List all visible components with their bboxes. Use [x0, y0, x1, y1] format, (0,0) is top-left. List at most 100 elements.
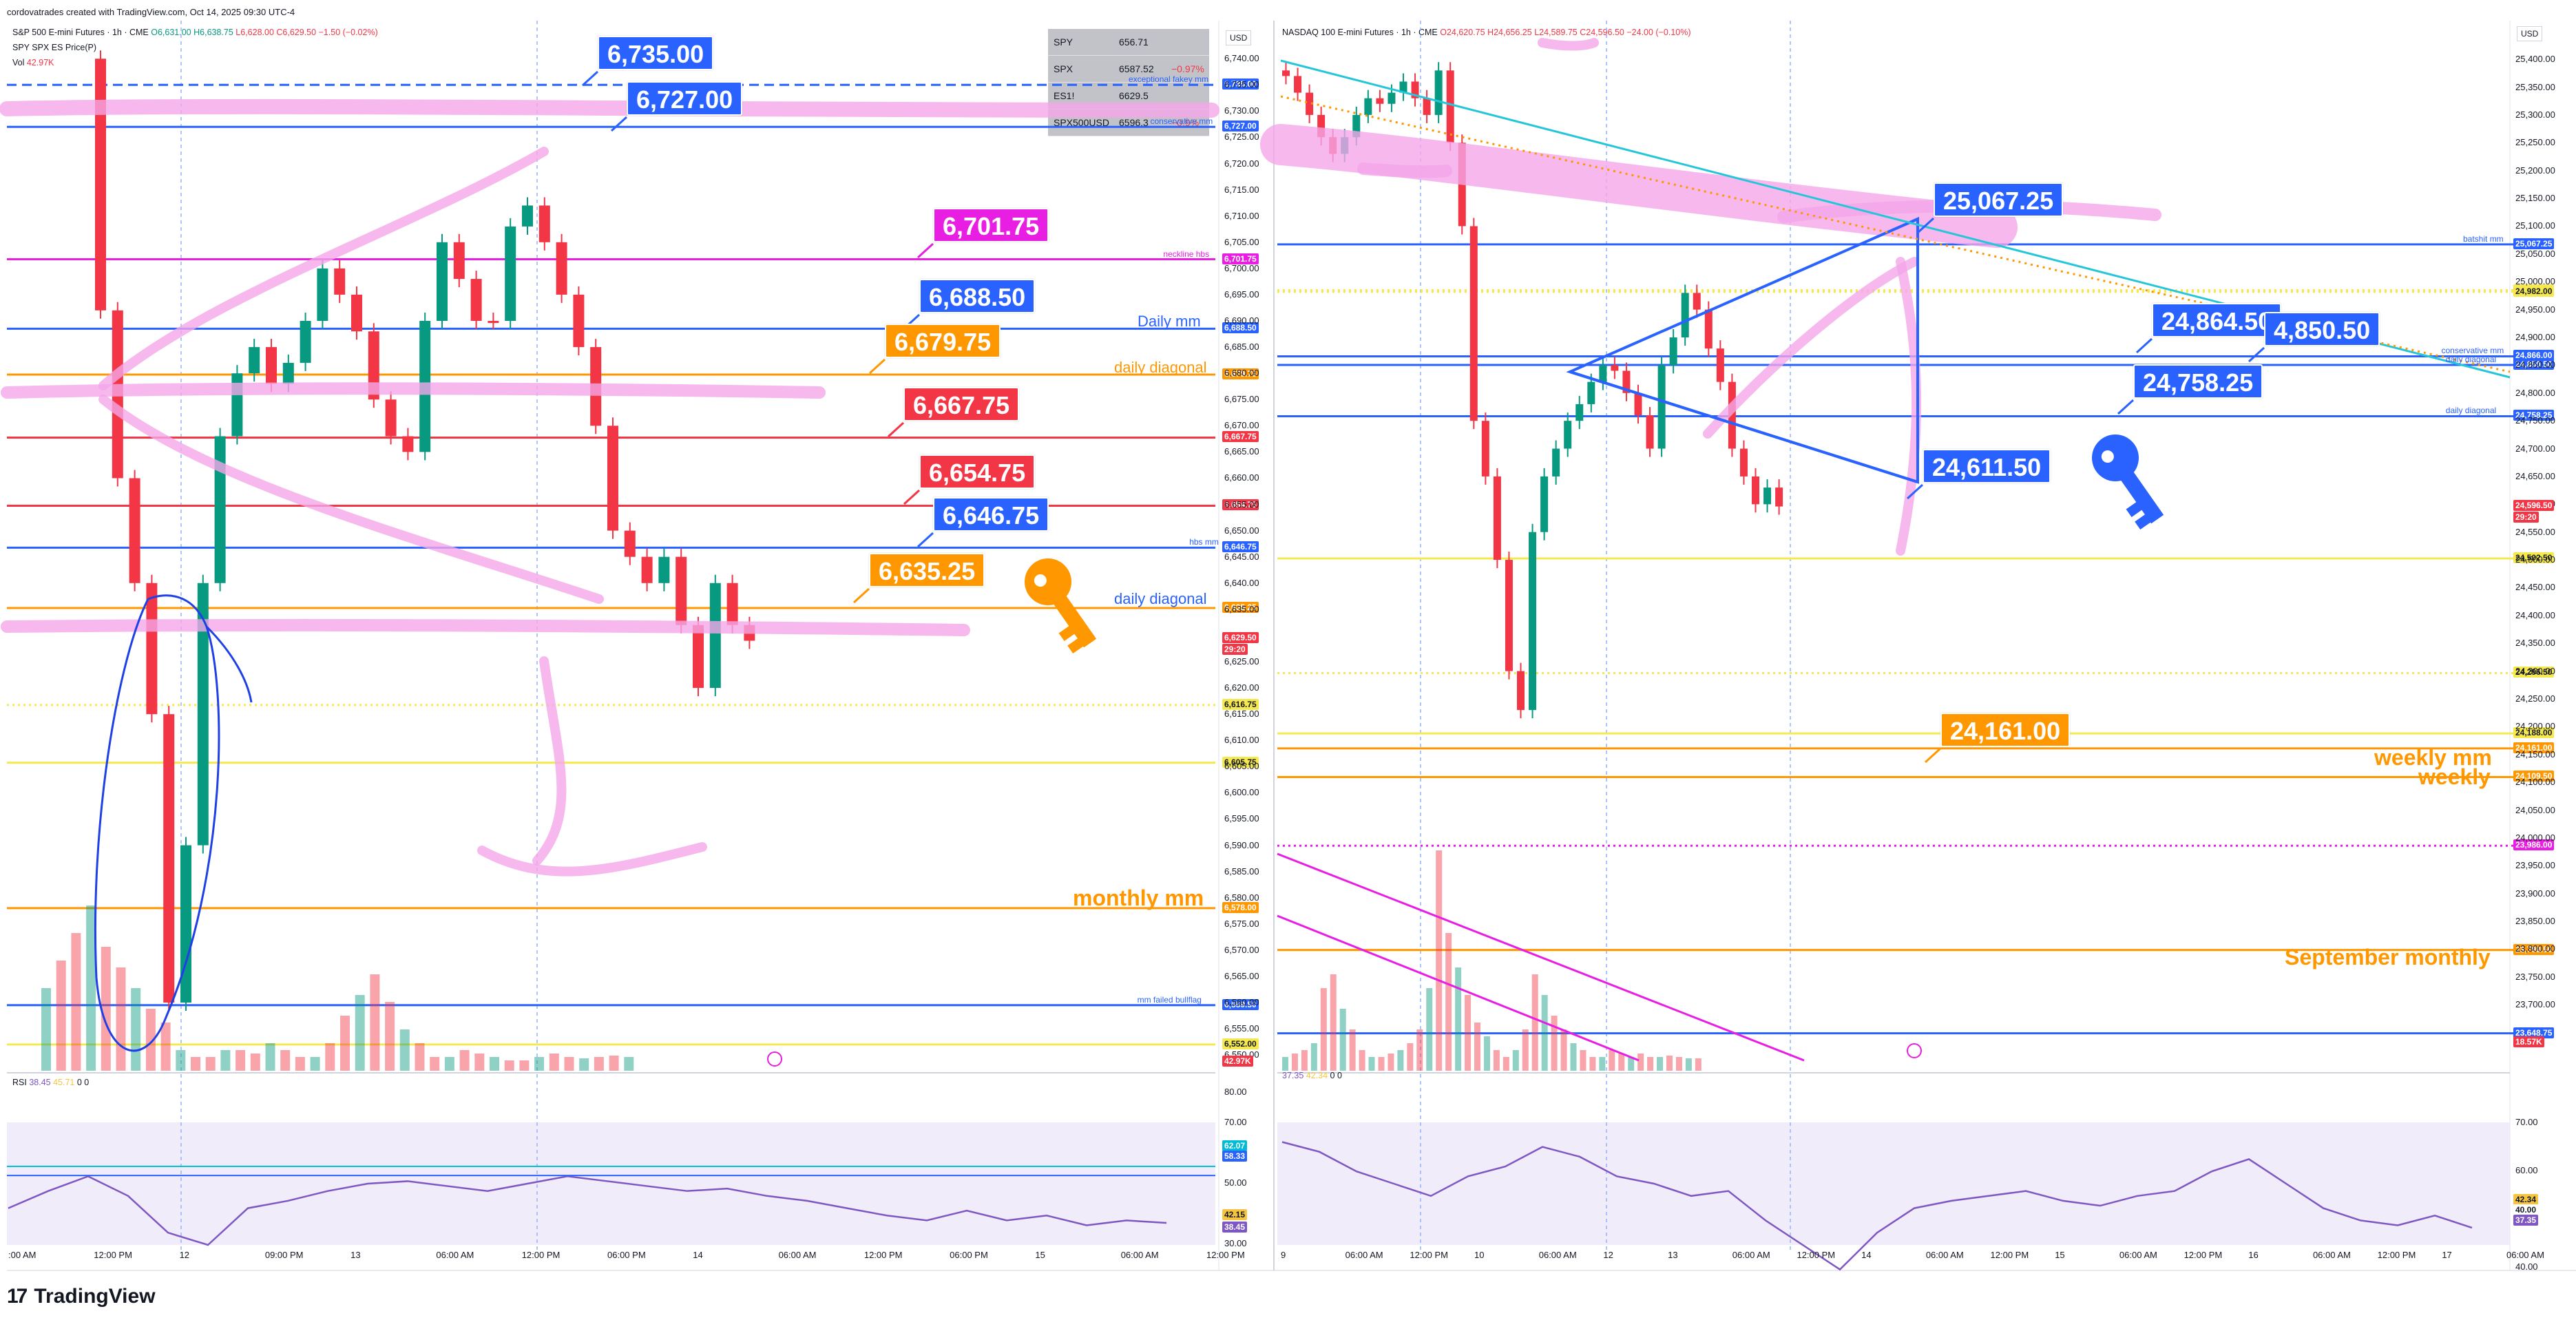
right-price-tick: 25,400.00 [2515, 54, 2555, 65]
quote-row[interactable]: SPX 6587.52 −0.97% [1048, 56, 1209, 83]
right-price-tick: 24,650.00 [2515, 470, 2555, 481]
left-candle-body [266, 347, 277, 384]
right-level-label: batshit mm [2463, 233, 2504, 244]
right-price-tick: 23,750.00 [2515, 971, 2555, 982]
right-candle-body [1681, 293, 1689, 337]
right-level-price-tag: 24,109.50 [2513, 771, 2555, 782]
left-callout-pointer [868, 358, 886, 375]
right-volume-bar [1531, 974, 1538, 1071]
left-volume-bar [564, 1057, 574, 1071]
left-candle-body [95, 59, 106, 311]
daily-diagonal-label-lower: daily diagonal [1114, 590, 1207, 607]
left-callout-label[interactable]: 6,727.00 [627, 81, 743, 116]
left-price-tick: 6,585.00 [1224, 866, 1259, 877]
left-candle-body [129, 478, 140, 583]
left-candle-body [522, 205, 533, 227]
right-volume-bar [1599, 1057, 1606, 1071]
pink-highlight-stroke [532, 656, 567, 866]
right-candle-body [1446, 70, 1454, 143]
left-callout-label[interactable]: 6,667.75 [903, 387, 1020, 421]
left-price-tick: 6,675.00 [1224, 394, 1259, 405]
right-volume-bar [1580, 1050, 1587, 1071]
right-currency-button[interactable]: USD [2517, 26, 2543, 41]
right-time-tick: 12:00 PM [1990, 1250, 2029, 1260]
right-callout-label[interactable]: 4,850.50 [2264, 312, 2380, 346]
left-rsi-tag: 42.15 [1222, 1209, 1248, 1220]
right-volume-bar [1426, 988, 1433, 1071]
right-countdown-tag: 29:20 [2513, 512, 2539, 523]
right-rsi-tick: 40.00 [2515, 1261, 2538, 1272]
left-volume-bar [235, 1050, 246, 1071]
left-price-tick: 6,570.00 [1224, 944, 1259, 955]
right-candle-body [1364, 98, 1372, 115]
left-callout-pointer [610, 116, 628, 132]
right-volume-bar [1618, 1054, 1625, 1071]
left-price-tick: 6,645.00 [1224, 551, 1259, 562]
left-level-price-tag: 6,646.75 [1222, 541, 1259, 553]
left-currency-button[interactable]: USD [1226, 30, 1252, 45]
left-price-tick: 6,730.00 [1224, 105, 1259, 116]
left-callout-label[interactable]: 6,735.00 [598, 36, 714, 70]
right-volume-bar [1675, 1057, 1682, 1071]
tradingview-logo[interactable]: 17 TradingView [7, 1285, 156, 1308]
left-price-tick: 6,615.00 [1224, 709, 1259, 720]
left-price-tick: 6,670.00 [1224, 420, 1259, 431]
right-candle-body [1739, 448, 1748, 476]
right-callout-label[interactable]: 25,067.25 [1934, 182, 2064, 217]
right-volume-bar [1609, 1050, 1615, 1071]
right-price-tick: 24,400.00 [2515, 609, 2555, 620]
left-callout-label[interactable]: 6,654.75 [919, 454, 1036, 489]
right-time-tick: 06:00 AM [2506, 1250, 2544, 1260]
left-callout-label[interactable]: 6,635.25 [869, 553, 985, 587]
left-chart-legend[interactable]: S&P 500 E-mini Futures · 1h · CME O6,631… [12, 28, 378, 37]
right-price-tick: 25,350.00 [2515, 81, 2555, 92]
left-candle-body [334, 268, 346, 295]
left-volume-bar [160, 1023, 171, 1071]
weekly-label: weekly [2418, 764, 2491, 789]
right-chart-legend[interactable]: NASDAQ 100 E-mini Futures · 1h · CME O24… [1282, 28, 1691, 37]
left-callout-label[interactable]: 6,646.75 [933, 497, 1049, 532]
left-callout-label[interactable]: 6,701.75 [933, 208, 1049, 242]
left-time-tick: 09:00 PM [264, 1250, 304, 1260]
left-overlay-name[interactable]: SPY SPX ES Price(P) [12, 43, 97, 52]
left-rsi-legend[interactable]: RSI 38.45 45.71 0 0 [12, 1078, 89, 1087]
left-callout-label[interactable]: 6,688.50 [919, 279, 1036, 313]
right-volume-bar [1512, 1050, 1519, 1071]
left-callout-label[interactable]: 6,679.75 [885, 324, 1001, 358]
left-price-tick: 6,735.00 [1224, 79, 1259, 90]
right-time-tick: 16 [2248, 1250, 2259, 1260]
left-price-tick: 6,740.00 [1224, 53, 1259, 64]
left-candle-body [693, 625, 704, 689]
quote-sym: SPX500USD [1054, 117, 1109, 128]
right-candle-body [1411, 81, 1419, 98]
left-high: H6,638.75 [193, 28, 233, 37]
key-icon [1025, 558, 1097, 654]
right-candle-body [1575, 404, 1584, 421]
left-volume-bar [399, 1029, 410, 1071]
left-volume-legend[interactable]: Vol 42.97K [12, 58, 54, 67]
right-callout-label[interactable]: 24,864.50 [2152, 303, 2282, 337]
left-level-price-tag: 6,635.25 [1222, 601, 1259, 613]
left-level-price-tag: 6,552.00 [1222, 1038, 1259, 1049]
left-volume-bar [459, 1050, 470, 1071]
right-callout-label[interactable]: 24,611.50 [1923, 449, 2051, 483]
right-price-tick: 25,000.00 [2515, 276, 2555, 287]
right-volume-bar [1445, 933, 1452, 1071]
left-volume-bar [579, 1058, 589, 1071]
left-candle-body [607, 426, 618, 531]
left-volume-bar [444, 1057, 454, 1071]
right-price-tick: 23,950.00 [2515, 860, 2555, 871]
left-level-label: exceptional fakey mm [1129, 74, 1209, 85]
right-callout-label[interactable]: 24,161.00 [1940, 713, 2071, 747]
right-rsi-legend[interactable]: 37.35 42.34 0 0 [1282, 1071, 1342, 1080]
pink-highlight-stroke [1703, 257, 1919, 439]
left-volume-bar [295, 1057, 305, 1071]
right-level-price-tag: 23,798.50 [2513, 943, 2555, 955]
quote-row[interactable]: SPX500USD 6596.3 −0.9% [1048, 109, 1209, 136]
right-callout-label[interactable]: 24,758.25 [2133, 364, 2263, 399]
right-price-tick: 25,150.00 [2515, 193, 2555, 204]
left-volume-bar [56, 961, 66, 1071]
pink-highlight-stroke [98, 395, 604, 604]
quote-row[interactable]: SPY 656.71 [1048, 29, 1209, 56]
